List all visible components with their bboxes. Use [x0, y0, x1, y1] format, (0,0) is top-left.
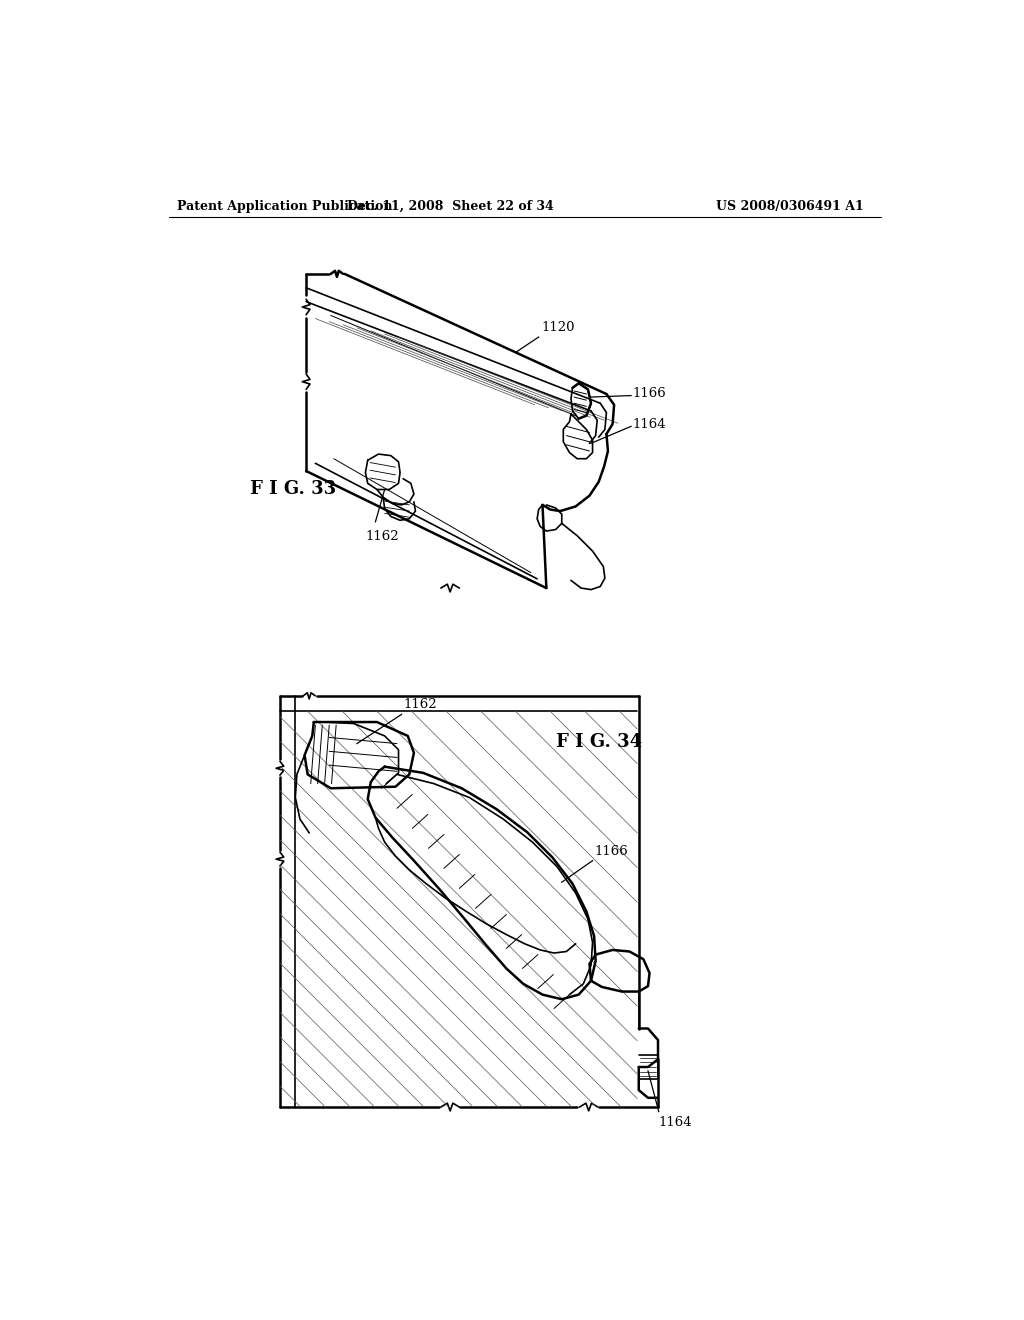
Text: 1162: 1162	[403, 698, 437, 711]
Text: 1164: 1164	[658, 1117, 692, 1130]
Text: F I G. 34: F I G. 34	[556, 733, 642, 751]
Text: 1166: 1166	[595, 845, 629, 858]
Text: Dec. 11, 2008  Sheet 22 of 34: Dec. 11, 2008 Sheet 22 of 34	[347, 199, 554, 213]
Text: US 2008/0306491 A1: US 2008/0306491 A1	[716, 199, 863, 213]
Text: Patent Application Publication: Patent Application Publication	[177, 199, 392, 213]
Text: 1166: 1166	[633, 387, 667, 400]
Text: 1120: 1120	[541, 321, 574, 334]
Text: 1162: 1162	[366, 529, 399, 543]
Text: 1164: 1164	[633, 417, 667, 430]
Text: F I G. 33: F I G. 33	[250, 480, 336, 499]
